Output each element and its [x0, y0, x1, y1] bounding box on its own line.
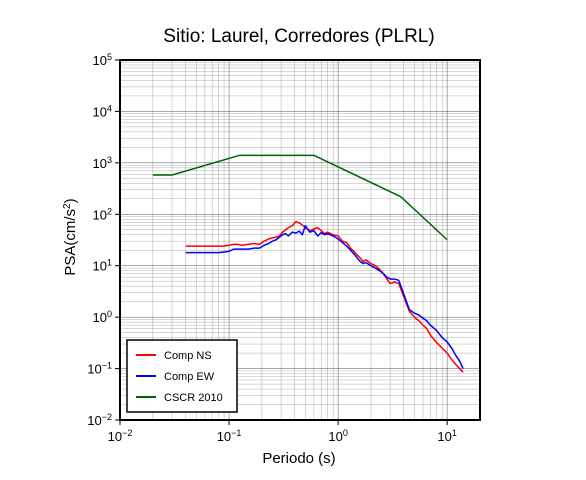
x-tick-label: 101: [437, 428, 456, 444]
series-line-cscr-2010: [152, 154, 448, 241]
y-axis-label: PSA(cm/s2): [62, 198, 80, 275]
series-layer: [152, 154, 464, 373]
y-tick-label: 103: [93, 155, 112, 171]
y-axis-label-end: ): [62, 198, 79, 203]
chart-title: Sitio: Laurel, Corredores (PLRL): [163, 26, 434, 47]
y-tick-label: 100: [93, 309, 112, 325]
y-tick-label: 10−2: [87, 412, 112, 428]
series-line-comp-ew: [185, 224, 464, 369]
x-tick-label: 10−2: [108, 428, 133, 444]
y-tick-label: 104: [93, 103, 112, 119]
ticks: 10−2 10−1 100 101 10−2 10−1 100 101 102 103 104 105: [87, 52, 457, 444]
x-tick-label: 100: [328, 428, 347, 444]
plot-frame: [119, 59, 481, 421]
y-tick-label: 10−1: [87, 361, 112, 377]
y-tick-label: 101: [93, 258, 112, 274]
series-line-comp-ns: [185, 220, 464, 373]
legend-label: Comp NS: [164, 350, 212, 362]
y-axis-label-base: PSA(cm/s: [62, 209, 79, 276]
y-tick-label: 102: [93, 206, 112, 222]
grid: [119, 59, 481, 421]
x-tick-label: 10−1: [217, 428, 242, 444]
x-axis-label: Periodo (s): [262, 450, 335, 467]
legend-label: CSCR 2010: [164, 392, 223, 404]
y-tick-label: 105: [93, 52, 112, 68]
y-axis-label-sup: 2: [62, 203, 73, 209]
legend-label: Comp EW: [164, 371, 215, 383]
legend: Comp NS Comp EW CSCR 2010: [126, 339, 238, 413]
